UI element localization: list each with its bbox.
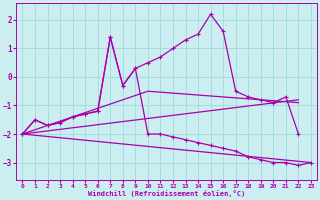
X-axis label: Windchill (Refroidissement éolien,°C): Windchill (Refroidissement éolien,°C) xyxy=(88,190,245,197)
